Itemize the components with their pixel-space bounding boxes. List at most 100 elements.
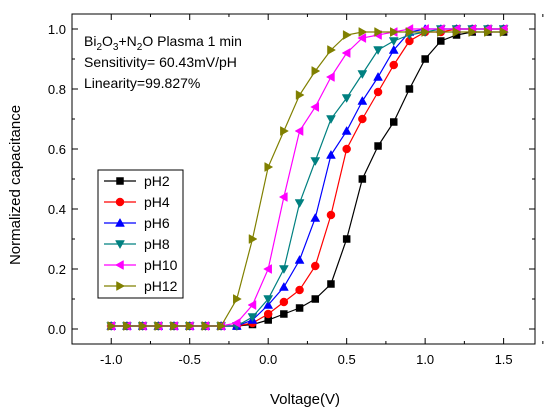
data-point — [185, 321, 195, 331]
data-point — [357, 70, 368, 80]
data-point — [326, 115, 336, 125]
data-point — [327, 45, 336, 55]
series-ph12 — [107, 27, 509, 331]
data-point — [247, 300, 257, 310]
y-tick-label: 0.6 — [48, 142, 66, 157]
legend-item: pH4 — [104, 194, 170, 210]
legend-label: pH4 — [144, 194, 170, 210]
data-point — [327, 280, 335, 288]
legend-marker — [116, 281, 126, 291]
data-point — [358, 114, 367, 124]
data-point — [311, 295, 320, 303]
data-point — [138, 321, 148, 331]
y-tick-label: 0.0 — [48, 322, 66, 337]
legend-item: pH2 — [104, 173, 170, 189]
data-point — [388, 44, 399, 54]
data-point — [278, 192, 288, 202]
annotation-sensitivity: Sensitivity= 60.43mV/pH — [84, 54, 237, 70]
legend-label: pH8 — [144, 236, 170, 252]
x-tick-label: -0.5 — [179, 352, 201, 367]
axis-ticks: -1.0 -0.5 0.0 0.5 1.0 1.5 0.0 0.2 0.4 0.6 0.8 1.0 — [48, 14, 544, 367]
data-point — [263, 309, 273, 319]
data-point — [357, 33, 367, 43]
legend-marker — [115, 240, 125, 250]
data-point — [405, 27, 415, 37]
data-point — [311, 261, 320, 271]
data-point — [263, 295, 274, 305]
data-point — [358, 175, 367, 183]
data-point — [310, 102, 320, 112]
data-point — [468, 27, 478, 37]
data-point — [201, 321, 211, 331]
data-point — [311, 66, 321, 76]
x-axis-label: Voltage(V) — [270, 391, 340, 408]
legend-marker — [116, 177, 124, 185]
data-point — [295, 285, 304, 295]
legend-marker — [114, 260, 124, 270]
y-tick-label: 0.8 — [48, 82, 66, 97]
data-point — [170, 321, 180, 331]
data-point — [452, 27, 462, 37]
y-tick-label: 1.0 — [48, 22, 66, 37]
annotation-linearity: Linearity=99.827% — [84, 75, 200, 91]
data-point — [389, 118, 398, 126]
legend-item: pH8 — [104, 236, 170, 252]
data-point — [280, 310, 288, 318]
y-axis-label: Normalized capacitance — [7, 105, 24, 265]
data-point — [107, 321, 117, 331]
data-point — [373, 87, 383, 97]
legend-label: pH12 — [144, 278, 178, 294]
data-point — [484, 27, 493, 37]
data-point — [295, 90, 305, 100]
data-point — [294, 199, 305, 209]
data-point — [310, 157, 321, 167]
data-point — [499, 27, 509, 37]
data-point — [310, 212, 321, 222]
legend-box — [97, 169, 184, 299]
legend-item: pH10 — [104, 257, 178, 273]
legend-item: pH12 — [104, 278, 178, 294]
legend-label: pH6 — [144, 215, 170, 231]
data-point — [421, 55, 429, 63]
data-point — [217, 321, 227, 331]
series-layer — [106, 23, 509, 332]
data-point — [280, 126, 289, 136]
data-point — [279, 297, 289, 307]
data-point — [294, 126, 304, 136]
data-point — [405, 85, 414, 93]
data-point — [373, 71, 383, 81]
data-point — [437, 27, 446, 37]
x-tick-label: 0.5 — [338, 352, 356, 367]
legend-item: pH6 — [104, 215, 170, 231]
legend-label: pH2 — [144, 173, 170, 189]
data-point — [278, 265, 289, 275]
x-tick-label: 1.5 — [495, 352, 513, 367]
data-point — [123, 321, 132, 331]
data-point — [341, 48, 351, 58]
data-point — [341, 94, 352, 104]
data-point — [342, 144, 351, 154]
data-point — [294, 254, 305, 264]
data-point — [374, 142, 382, 150]
data-point — [389, 27, 399, 37]
data-point — [233, 294, 242, 304]
data-point — [437, 37, 445, 45]
data-point — [263, 299, 274, 309]
data-point — [278, 281, 289, 291]
x-tick-label: 0.0 — [259, 352, 277, 367]
data-point — [248, 234, 258, 244]
y-tick-label: 0.4 — [48, 202, 66, 217]
data-point — [358, 27, 368, 37]
data-point — [264, 162, 274, 172]
legend-label: pH10 — [144, 257, 178, 273]
x-tick-label: 1.0 — [416, 352, 434, 367]
data-point — [389, 60, 398, 70]
data-point — [421, 27, 431, 37]
data-point — [295, 304, 304, 312]
y-tick-label: 0.2 — [48, 262, 66, 277]
data-point — [357, 95, 368, 105]
data-point — [326, 149, 336, 159]
data-point — [325, 72, 335, 82]
data-point — [373, 46, 383, 56]
